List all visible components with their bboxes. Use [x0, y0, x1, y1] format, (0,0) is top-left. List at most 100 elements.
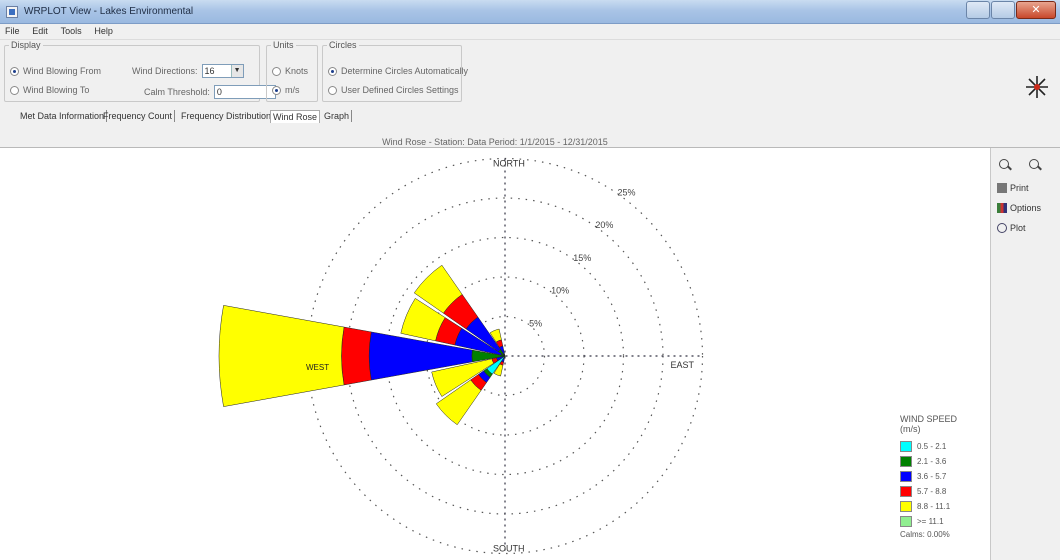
legend-item: 2.1 - 3.6 — [900, 454, 972, 468]
calm-threshold-input[interactable]: 0 — [213, 85, 276, 99]
ring-label: 5% — [529, 318, 542, 328]
radio-ms-label: m/s — [285, 85, 300, 95]
direction-label-west: WEST — [306, 363, 329, 372]
legend-label: 2.1 - 3.6 — [917, 456, 947, 466]
tab-frequency-count[interactable]: Frequency Count — [101, 110, 176, 122]
menu-edit[interactable]: Edit — [32, 26, 48, 36]
legend-item: >= 11.1 — [900, 514, 972, 528]
plot-icon — [997, 223, 1007, 233]
direction-label-south: SOUTH — [493, 544, 525, 554]
ring-circle — [464, 315, 546, 397]
calm-threshold-field: Calm Threshold: 0 — [144, 85, 276, 99]
ring-circle — [385, 236, 625, 476]
radio-auto-circles[interactable]: Determine Circles Automatically — [328, 66, 468, 76]
units-group-legend: Units — [273, 40, 294, 50]
radio-auto-circles-label: Determine Circles Automatically — [341, 66, 469, 76]
menu-help[interactable]: Help — [94, 26, 113, 36]
ring-label: 10% — [551, 286, 569, 296]
legend-item: 0.5 - 2.1 — [900, 439, 972, 453]
plot-button-label: Plot — [1010, 223, 1026, 233]
legend-swatch — [900, 440, 912, 452]
circles-group-legend: Circles — [329, 40, 357, 50]
window-title: WRPLOT View - Lakes Environmental — [24, 6, 194, 17]
calm-threshold-label: Calm Threshold: — [144, 87, 210, 97]
radio-blowing-to[interactable]: Wind Blowing To — [10, 85, 89, 95]
options-button[interactable]: Options — [997, 200, 1055, 216]
minimize-button[interactable] — [966, 1, 990, 19]
radio-blowing-to-label: Wind Blowing To — [23, 85, 90, 95]
circles-group: Circles — [322, 40, 462, 102]
plot-button[interactable]: Plot — [997, 220, 1055, 236]
ring-label: 15% — [573, 253, 591, 263]
legend-label: 8.8 - 11.1 — [917, 501, 951, 511]
petal-wnw-bin-4 — [400, 298, 446, 342]
right-toolbar: Print Options Plot — [990, 148, 1060, 560]
wind-directions-select[interactable]: 16 ▼ — [201, 64, 244, 78]
radio-circle[interactable] — [328, 66, 337, 76]
direction-label-east: EAST — [671, 360, 695, 370]
close-button[interactable]: ✕ — [1016, 1, 1056, 19]
petal-w-bin-4 — [218, 305, 345, 407]
petal-nw-bin-4 — [413, 264, 463, 314]
wind-directions-value: 16 — [204, 66, 215, 76]
units-group: Units — [266, 40, 318, 102]
petal-ssw-bin-4 — [493, 363, 504, 377]
chevron-down-icon[interactable]: ▼ — [230, 65, 243, 77]
legend-title: WIND SPEED — [900, 414, 958, 424]
zoom-out-icon[interactable] — [1027, 158, 1043, 172]
legend-swatch — [900, 455, 912, 467]
print-button[interactable]: Print — [997, 180, 1055, 196]
petal-wsw-bin-4 — [431, 358, 495, 397]
chart-title: Wind Rose - Station: Data Period: 1/1/20… — [382, 137, 608, 147]
radio-blowing-from-label: Wind Blowing From — [23, 66, 102, 76]
radio-user-circles-label: User Defined Circles Settings — [341, 85, 459, 95]
zoom-in-icon[interactable] — [997, 158, 1013, 172]
ring-label: 20% — [595, 220, 613, 230]
legend-calms: Calms: 0.00% — [900, 530, 950, 539]
legend-swatch — [900, 500, 912, 512]
wind-rose-plot: 5% 10% 15% 20% 25% NORTH SOUTH EAST WEST — [0, 148, 990, 560]
tab-frequency-distribution[interactable]: Frequency Distribution — [179, 110, 275, 122]
radio-circle[interactable] — [272, 85, 281, 95]
legend-item: 8.8 - 11.1 — [900, 499, 972, 513]
maximize-button[interactable] — [991, 1, 1015, 19]
tab-met-data[interactable]: Met Data Information — [18, 110, 108, 122]
printer-icon — [997, 183, 1007, 193]
legend-swatch — [900, 515, 912, 527]
legend-item: 5.7 - 8.8 — [900, 484, 972, 498]
wind-speed-legend: WIND SPEED (m/s) 0.5 - 2.1 2.1 - 3.6 3.6 -… — [900, 414, 972, 539]
ring-label: 25% — [617, 187, 635, 197]
legend-swatch — [900, 470, 912, 482]
radio-circle[interactable] — [328, 85, 337, 95]
display-group: Display — [4, 40, 260, 102]
legend-unit: (m/s) — [900, 424, 921, 434]
radio-ms[interactable]: m/s — [272, 85, 300, 95]
radio-user-circles[interactable]: User Defined Circles Settings — [328, 85, 459, 95]
wind-directions-label: Wind Directions: — [132, 66, 198, 76]
tab-bar: Met Data Information Frequency Count Fre… — [0, 106, 1060, 148]
petal-nnw-bin-4 — [489, 328, 502, 343]
legend-label: 3.6 - 5.7 — [917, 471, 947, 481]
lakes-logo-icon — [1026, 76, 1048, 98]
direction-label-north: NORTH — [493, 159, 525, 169]
petal-w-bin-3 — [341, 326, 372, 386]
options-panel: Display Wind Blowing From Wind Blowing T… — [0, 40, 1060, 106]
radio-circle[interactable] — [272, 66, 281, 76]
options-icon — [997, 203, 1007, 213]
wind-rose-svg: 5% 10% 15% 20% 25% NORTH SOUTH EAST WEST — [218, 157, 704, 555]
radio-knots[interactable]: Knots — [272, 66, 308, 76]
window-titlebar: WRPLOT View - Lakes Environmental ✕ — [0, 0, 1060, 24]
menu-file[interactable]: File — [5, 26, 20, 36]
menu-bar: File Edit Tools Help — [0, 24, 1060, 40]
legend-label: >= 11.1 — [917, 516, 944, 526]
menu-tools[interactable]: Tools — [60, 26, 82, 36]
app-icon — [6, 6, 18, 18]
tab-graph[interactable]: Graph — [322, 110, 353, 122]
tab-wind-rose[interactable]: Wind Rose — [270, 110, 321, 123]
legend-label: 5.7 - 8.8 — [917, 486, 947, 496]
options-button-label: Options — [1010, 203, 1042, 213]
radio-blowing-from[interactable]: Wind Blowing From — [10, 66, 101, 76]
radio-circle[interactable] — [10, 85, 19, 95]
radio-knots-label: Knots — [285, 66, 309, 76]
radio-circle[interactable] — [10, 66, 19, 76]
